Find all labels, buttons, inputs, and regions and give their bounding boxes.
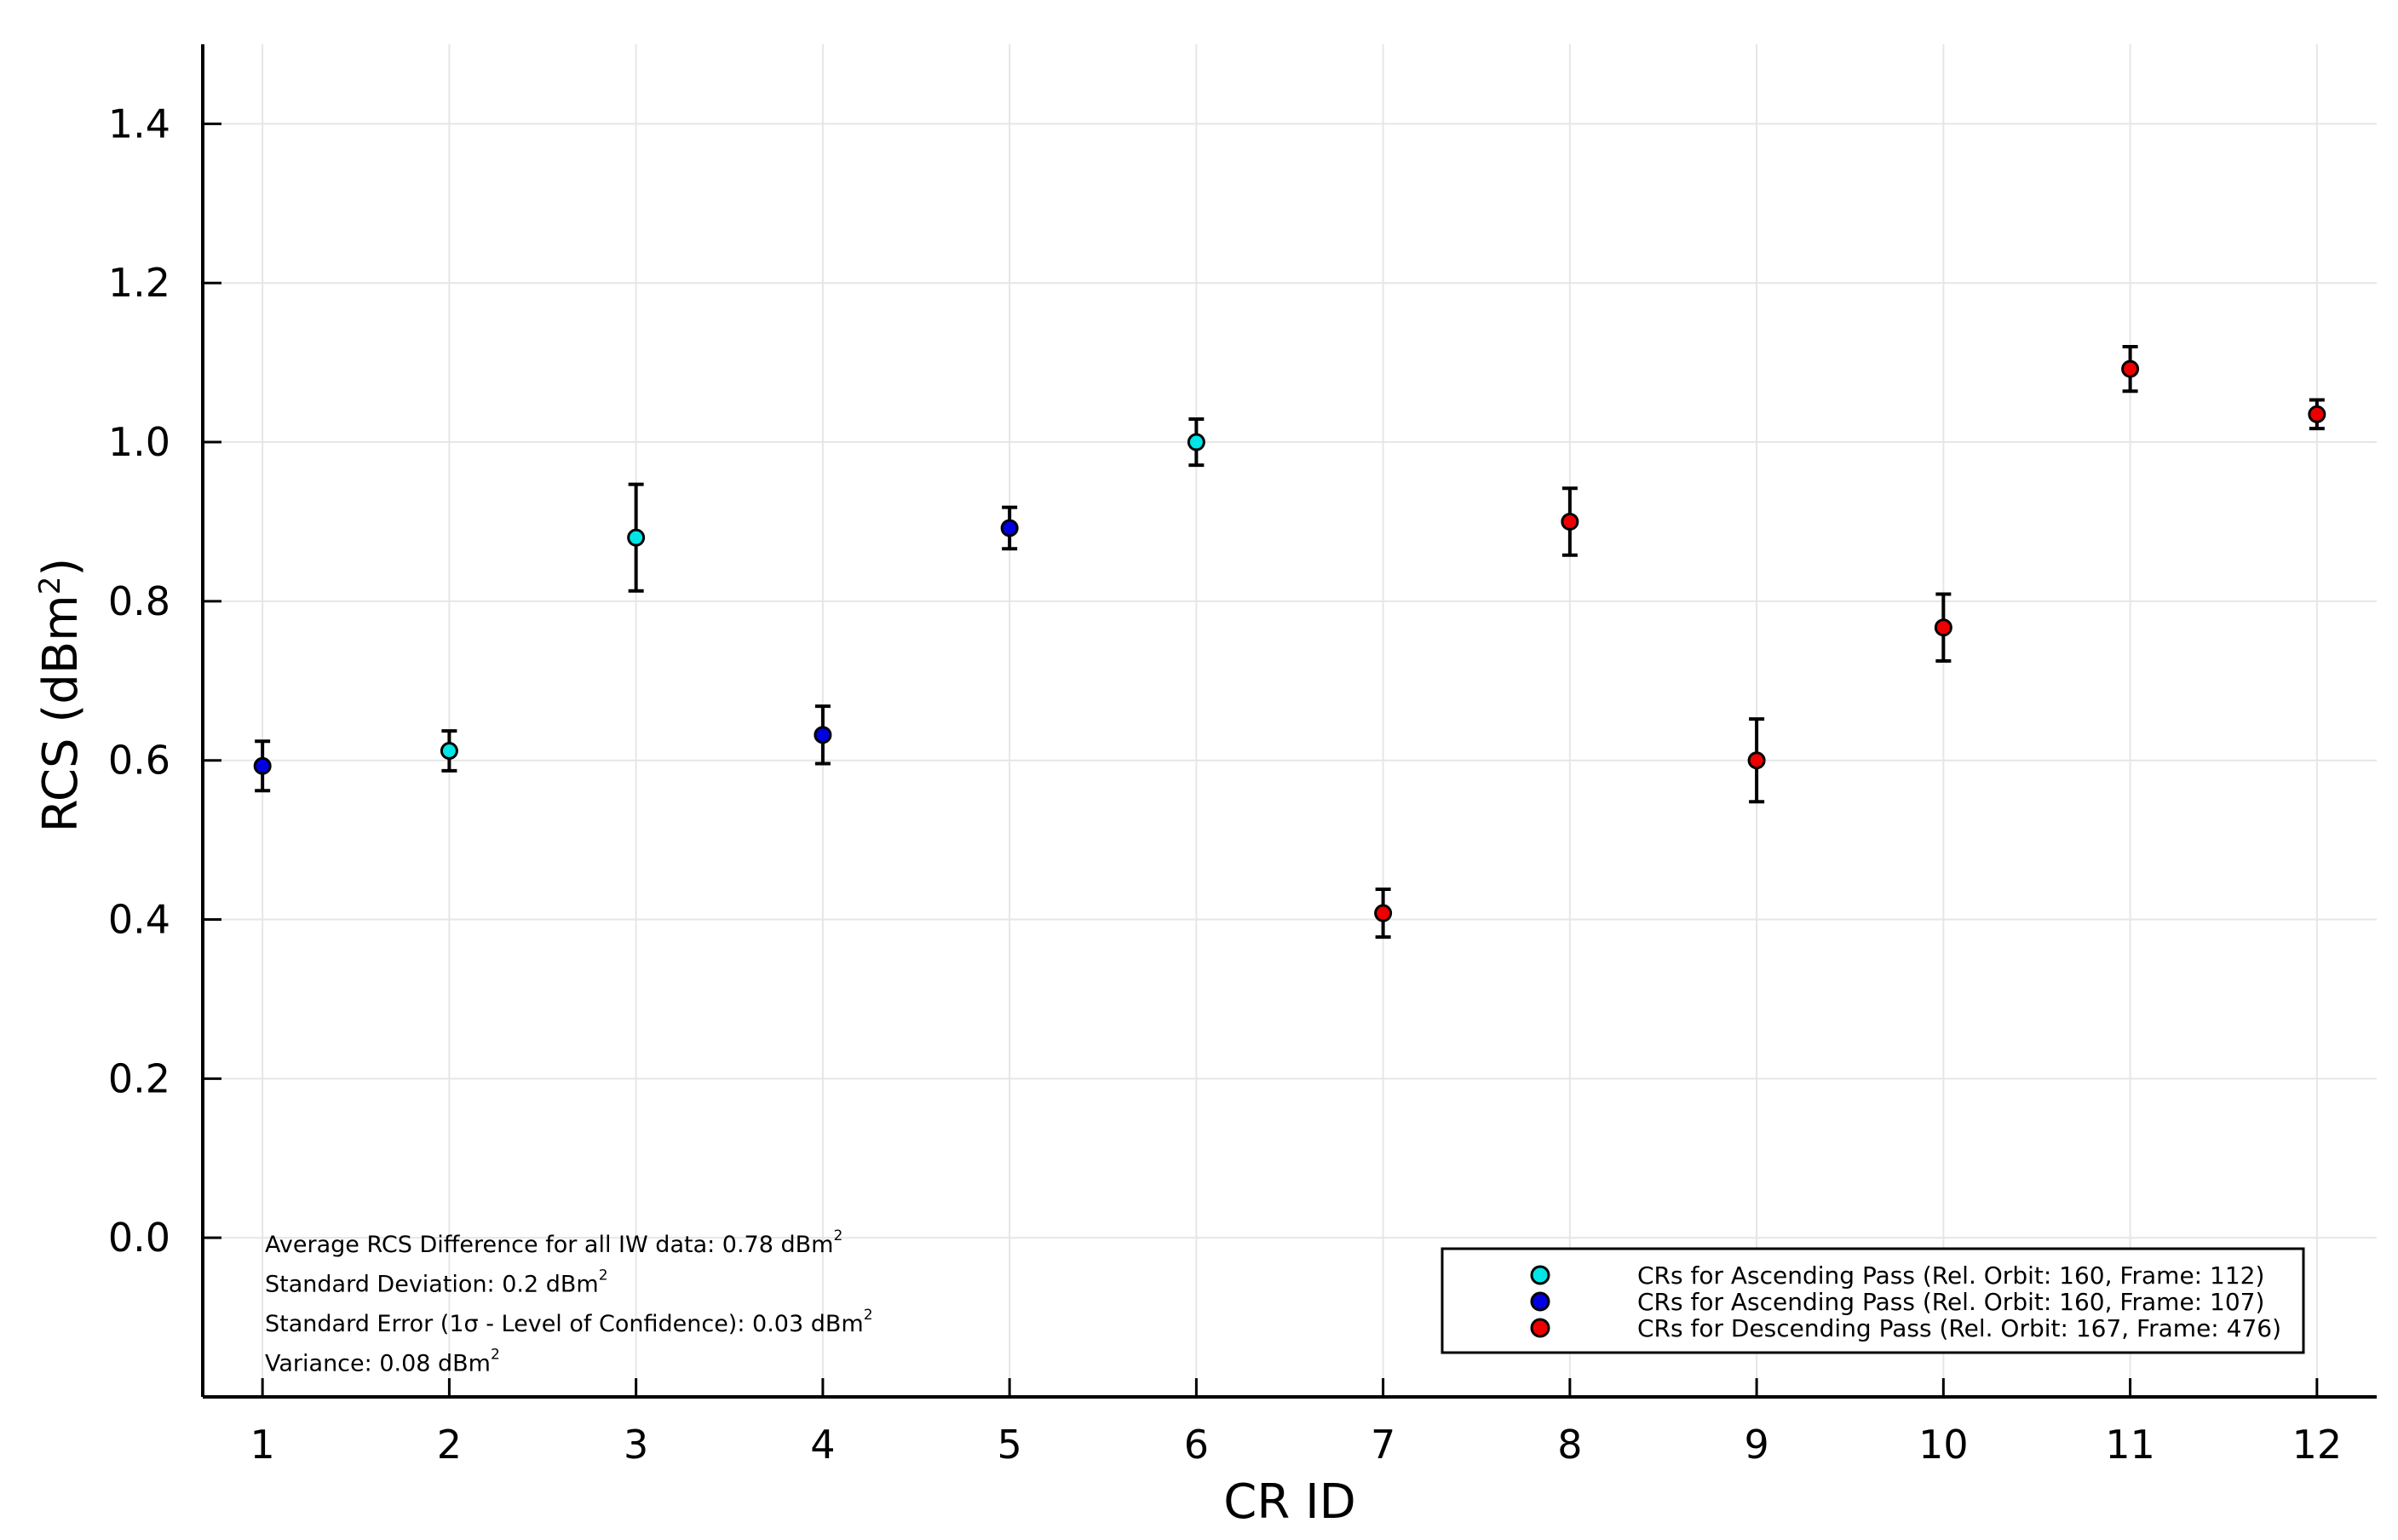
- tick-marks: [203, 122, 2319, 1397]
- annotation-text-1: Average RCS Difference for all IW data: …: [265, 1232, 833, 1258]
- annotation-line-4: Variance: 0.08 dBm2: [265, 1347, 500, 1377]
- data-point-cr-11: [2121, 359, 2140, 378]
- legend-box: [1441, 1247, 2305, 1354]
- x-tick-label-10: 10: [1918, 1422, 1969, 1468]
- stats-annotations: Average RCS Difference for all IW data: …: [265, 1227, 873, 1377]
- annotation-superscript-4: 2: [491, 1347, 500, 1364]
- x-tick-label-11: 11: [2105, 1422, 2155, 1468]
- axes: [201, 44, 2377, 1399]
- annotation-text-3: Standard Error (1σ - Level of Confidence…: [265, 1311, 864, 1337]
- annotation-line-3: Standard Error (1σ - Level of Confidence…: [265, 1307, 873, 1337]
- data-point-cr-4: [814, 726, 832, 744]
- x-tick-label-1: 1: [250, 1422, 275, 1468]
- annotation-line-1: Average RCS Difference for all IW data: …: [265, 1227, 842, 1258]
- y-tick-label-2: 0.4: [108, 897, 170, 943]
- data-point-cr-12: [2308, 405, 2326, 423]
- y-tick-label-4: 0.8: [108, 578, 170, 624]
- y-axis-title: RCS (dBm2): [33, 558, 89, 832]
- x-tick-label-5: 5: [997, 1422, 1021, 1468]
- x-tick-label-9: 9: [1744, 1422, 1768, 1468]
- annotation-superscript-3: 2: [864, 1307, 873, 1324]
- legend-marker-3: [1530, 1318, 1550, 1338]
- x-tick-label-8: 8: [1557, 1422, 1582, 1468]
- annotation-superscript-1: 2: [833, 1227, 842, 1244]
- x-tick-label-7: 7: [1371, 1422, 1395, 1468]
- x-tick-label-6: 6: [1184, 1422, 1209, 1468]
- annotation-text-4: Variance: 0.08 dBm: [265, 1351, 491, 1377]
- y-axis-title-superscript: 2: [33, 577, 67, 595]
- y-axis-title-close: ): [33, 558, 89, 577]
- y-tick-label-3: 0.6: [108, 738, 170, 784]
- legend-label-2: CRs for Ascending Pass (Rel. Orbit: 160,…: [1637, 1288, 2264, 1316]
- x-tick-label-12: 12: [2292, 1422, 2343, 1468]
- data-point-cr-7: [1374, 904, 1393, 922]
- x-tick-label-3: 3: [624, 1422, 648, 1468]
- x-axis-title: CR ID: [1223, 1474, 1355, 1530]
- data-point-cr-8: [1561, 512, 1579, 531]
- legend-label-3: CRs for Descending Pass (Rel. Orbit: 167…: [1637, 1314, 2281, 1342]
- y-tick-label-5: 1.0: [108, 419, 170, 465]
- annotation-line-2: Standard Deviation: 0.2 dBm2: [265, 1267, 608, 1298]
- grid-lines: [203, 44, 2377, 1397]
- data-point-cr-2: [440, 741, 458, 760]
- data-point-cr-9: [1747, 751, 1766, 770]
- y-axis-title-main: RCS (dBm: [33, 595, 89, 832]
- data-point-cr-3: [627, 528, 646, 547]
- y-tick-label-1: 0.2: [108, 1055, 170, 1101]
- legend: CRs for Ascending Pass (Rel. Orbit: 160,…: [1441, 1247, 2305, 1354]
- data-points: [253, 359, 2326, 922]
- annotation-superscript-2: 2: [599, 1267, 608, 1284]
- y-tick-label-0: 0.0: [108, 1215, 170, 1261]
- data-point-cr-5: [1000, 519, 1019, 537]
- x-tick-label-2: 2: [437, 1422, 462, 1468]
- data-point-cr-1: [253, 756, 272, 775]
- legend-marker-1: [1530, 1265, 1550, 1285]
- data-point-cr-6: [1187, 433, 1205, 451]
- legend-marker-2: [1530, 1291, 1550, 1312]
- legend-label-1: CRs for Ascending Pass (Rel. Orbit: 160,…: [1637, 1261, 2264, 1290]
- data-point-cr-10: [1934, 618, 1952, 637]
- y-tick-label-6: 1.2: [108, 260, 170, 306]
- annotation-text-2: Standard Deviation: 0.2 dBm: [265, 1272, 599, 1298]
- tick-labels: 1 2 3 4 5 6 7 8 9 10 11 120.00.20.40.60.81.01.21.4: [108, 101, 2342, 1468]
- y-tick-label-7: 1.4: [108, 101, 170, 147]
- x-tick-label-4: 4: [810, 1422, 835, 1468]
